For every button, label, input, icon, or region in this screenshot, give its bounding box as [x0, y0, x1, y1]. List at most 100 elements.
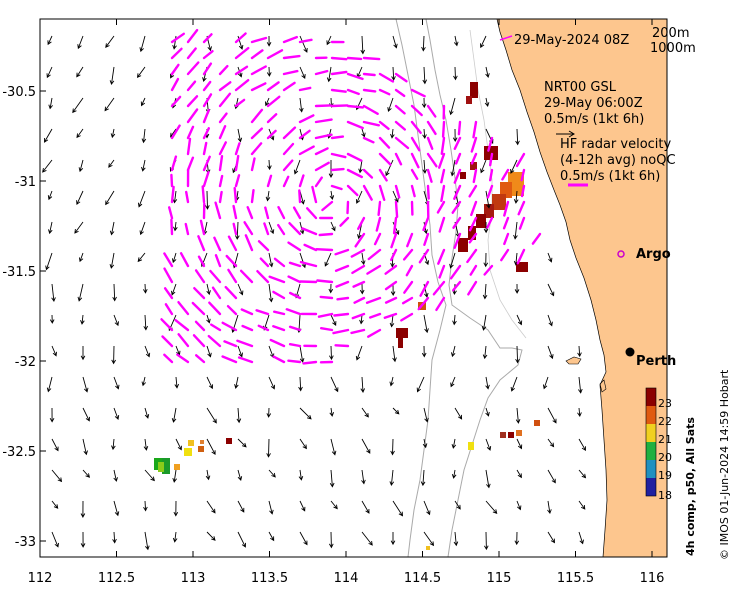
model-arrow	[299, 66, 306, 79]
model-arrow	[361, 469, 366, 485]
model-arrow	[547, 283, 555, 297]
radar-arrow	[518, 216, 526, 230]
radar-arrow	[354, 232, 366, 248]
radar-arrow	[170, 63, 180, 76]
model-arrow	[485, 190, 491, 209]
radar-arrow	[218, 64, 229, 76]
model-arrow	[109, 221, 115, 236]
radar-arrow	[394, 184, 401, 199]
radar-arrow	[394, 136, 410, 150]
radar-arrow	[346, 200, 350, 215]
perth-marker[interactable]	[625, 347, 635, 357]
model-arrow	[112, 531, 117, 544]
radar-arrow	[438, 152, 446, 169]
y-tick-label: -31	[15, 175, 36, 190]
radar-arrow	[390, 248, 398, 262]
radar-arrow	[176, 353, 190, 364]
model-arrow	[330, 314, 337, 326]
model-arrow	[330, 438, 337, 456]
model-arrow	[113, 407, 120, 420]
radar-arrow	[418, 248, 430, 264]
model-arrow	[390, 283, 396, 297]
model-arrow	[547, 531, 555, 544]
model-arrow	[515, 407, 521, 424]
radar-arrow	[378, 72, 395, 83]
radar-arrow	[515, 152, 526, 168]
model-arrow	[82, 438, 88, 456]
radar-arrow	[470, 152, 478, 165]
radar-arrow	[288, 221, 302, 236]
radar-arrow	[282, 35, 298, 44]
radar-arrow	[440, 168, 446, 184]
radar-arrow	[218, 112, 228, 124]
model-arrow	[205, 190, 210, 210]
radar-arrow	[211, 286, 222, 300]
radar-arrow	[383, 312, 398, 319]
model-arrow	[329, 469, 335, 488]
radar-arrow	[339, 216, 350, 227]
x-tick-label: 113	[181, 571, 206, 586]
radar-arrow	[202, 50, 214, 60]
model-arrow	[359, 283, 365, 295]
radar-legend: HF radar velocity (4-12h avg) noQC 0.5m/…	[560, 137, 676, 187]
model-arrow	[449, 97, 456, 116]
radar-arrow	[273, 257, 286, 268]
model-arrow	[206, 314, 211, 324]
colorbar-tick: 22	[658, 415, 672, 428]
radar-arrow	[314, 161, 330, 172]
radar-arrow	[366, 264, 382, 275]
model-arrow	[51, 345, 57, 357]
model-arrow	[112, 283, 117, 302]
model-arrow	[268, 469, 276, 478]
model-arrow	[206, 283, 211, 296]
argo-marker[interactable]	[617, 250, 625, 258]
radar-arrow	[299, 260, 318, 268]
radar-arrow	[213, 236, 222, 252]
radar-arrow	[163, 353, 174, 364]
model-arrow	[109, 66, 115, 86]
model-arrow	[206, 345, 212, 358]
colorbar-tick: 20	[658, 451, 672, 464]
colorbar-band-18	[646, 478, 656, 496]
radar-arrow	[449, 264, 462, 280]
radar-arrow	[332, 328, 350, 335]
radar-arrow	[405, 264, 414, 277]
x-tick-label: 116	[640, 571, 665, 586]
radar-arrow	[240, 308, 254, 316]
radar-arrow	[520, 184, 526, 198]
radar-arrow	[232, 204, 238, 220]
radar-arrow	[303, 243, 318, 252]
radar-arrow	[264, 206, 270, 220]
radar-arrow	[378, 152, 392, 166]
model-arrow	[547, 500, 552, 515]
model-arrow	[358, 159, 363, 174]
radar-arrow	[330, 167, 345, 172]
model-arrow	[45, 252, 53, 271]
radar-arrow	[318, 232, 334, 237]
radar-arrow	[160, 318, 174, 332]
model-arrow	[80, 346, 86, 361]
model-arrow	[206, 438, 216, 456]
radar-arrow	[202, 141, 208, 156]
radar-arrow	[273, 310, 286, 316]
y-axis: -30.5 -31 -31.5 -32 -32.5 -33	[2, 85, 46, 550]
model-arrow	[485, 500, 498, 515]
model-arrow	[510, 159, 518, 174]
model-arrow	[136, 66, 146, 79]
radar-arrow	[314, 133, 333, 140]
model-arrow	[513, 221, 518, 240]
model-arrow	[423, 314, 429, 334]
model-arrow	[206, 376, 214, 390]
model-arrow	[298, 376, 303, 392]
model-arrow	[516, 438, 523, 450]
model-arrow	[416, 376, 425, 393]
model-arrow	[391, 66, 396, 81]
radar-legend-scale: 0.5m/s (1kt 6h)	[560, 169, 660, 184]
model-arrow	[74, 221, 84, 234]
model-arrow	[268, 221, 275, 235]
model-arrow	[355, 345, 363, 361]
radar-arrow	[167, 206, 174, 220]
radar-arrow	[202, 62, 213, 76]
radar-arrow	[350, 248, 366, 258]
radar-arrow	[346, 120, 364, 130]
